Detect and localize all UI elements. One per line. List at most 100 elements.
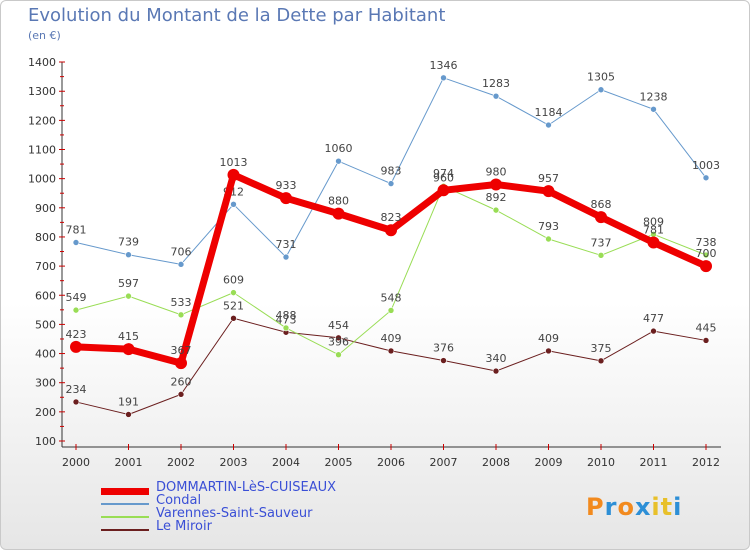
data-point: [230, 289, 237, 296]
data-point: [125, 292, 132, 300]
data-label: 892: [486, 191, 507, 204]
legend-item: Varennes-Saint-Sauveur: [101, 506, 401, 522]
data-label: 477: [643, 312, 664, 325]
data-label: 739: [118, 236, 139, 249]
data-label: 597: [118, 277, 139, 290]
data-label: 548: [381, 291, 402, 304]
logo-letter: t: [660, 493, 674, 521]
data-point: [282, 324, 290, 332]
data-label: 1346: [430, 59, 458, 72]
data-point: [177, 391, 185, 398]
data-point: [335, 157, 342, 165]
legend-item: DOMMARTIN-LèS-CUISEAUX: [101, 480, 401, 496]
data-point: [440, 74, 447, 82]
data-label: 1238: [640, 90, 668, 103]
legend-swatch: [101, 529, 149, 531]
data-label: 974: [433, 167, 454, 180]
legend-label: DOMMARTIN-LèS-CUISEAUX: [156, 480, 337, 495]
y-tick-label: 700: [35, 260, 56, 273]
data-label: 260: [171, 375, 192, 388]
data-point: [72, 239, 80, 246]
data-label: 1003: [692, 159, 720, 172]
data-label: 423: [66, 328, 87, 341]
y-tick-label: 100: [35, 435, 56, 448]
x-tick-label: 2004: [272, 456, 300, 469]
data-point: [72, 306, 80, 314]
x-tick-label: 2008: [482, 456, 510, 469]
data-point: [492, 92, 500, 100]
x-tick-label: 2003: [220, 456, 248, 469]
data-point: [122, 343, 135, 356]
data-label: 1060: [325, 142, 353, 155]
data-point: [702, 337, 710, 344]
data-point: [595, 211, 607, 224]
legend-swatch: [101, 516, 149, 518]
data-point: [597, 357, 605, 365]
data-label: 445: [696, 321, 717, 334]
data-point: [440, 357, 447, 364]
data-point: [230, 201, 237, 208]
data-point: [545, 235, 552, 243]
data-point: [230, 314, 237, 322]
data-point: [597, 252, 605, 259]
x-tick-label: 2010: [587, 456, 615, 469]
data-label: 376: [433, 342, 454, 355]
data-label: 533: [171, 296, 192, 309]
x-tick-label: 2001: [115, 456, 143, 469]
x-tick-label: 2009: [535, 456, 563, 469]
y-tick-label: 300: [35, 377, 56, 390]
logo-letter: o: [617, 493, 635, 521]
data-point: [335, 334, 342, 342]
data-point: [542, 185, 555, 198]
data-point: [545, 347, 552, 355]
x-tick-label: 2005: [325, 456, 353, 469]
data-label: 793: [538, 220, 559, 233]
data-point: [125, 251, 132, 259]
data-point: [702, 174, 710, 182]
data-label: 1283: [482, 77, 510, 90]
y-tick-label: 600: [35, 289, 56, 302]
data-label: 340: [486, 352, 507, 365]
data-point: [387, 307, 395, 314]
x-tick-label: 2000: [62, 456, 90, 469]
legend-item: Le Miroir: [101, 519, 401, 535]
legend-swatch: [101, 487, 149, 495]
legend-label: Varennes-Saint-Sauveur: [156, 506, 313, 521]
data-point: [335, 351, 342, 359]
logo-letter: x: [634, 493, 652, 521]
data-point: [387, 180, 395, 187]
data-label: 1184: [535, 106, 563, 119]
data-label: 454: [328, 319, 349, 332]
data-point: [490, 178, 502, 191]
data-point: [387, 347, 395, 355]
data-label: 521: [223, 299, 244, 312]
data-label: 609: [223, 274, 244, 287]
legend-item: Condal: [101, 493, 401, 509]
data-point: [492, 367, 500, 375]
data-point: [597, 86, 605, 94]
data-point: [175, 357, 187, 370]
data-label: 706: [171, 245, 192, 258]
y-tick-label: 800: [35, 231, 56, 244]
data-label: 933: [276, 179, 297, 192]
data-label: 375: [591, 342, 612, 355]
data-label: 488: [276, 309, 297, 322]
data-label: 809: [643, 215, 664, 228]
y-tick-label: 500: [35, 318, 56, 331]
logo-letter: i: [651, 493, 661, 521]
x-tick-label: 2006: [377, 456, 405, 469]
data-label: 880: [328, 195, 349, 208]
legend: DOMMARTIN-LèS-CUISEAUX Condal Varennes-Sai…: [101, 480, 401, 535]
y-tick-label: 1300: [28, 85, 56, 98]
y-tick-label: 1400: [28, 56, 56, 69]
data-point: [650, 105, 657, 113]
legend-label: Condal: [156, 493, 202, 508]
data-point: [177, 311, 185, 319]
data-label: 367: [171, 344, 192, 357]
data-point: [702, 251, 710, 259]
x-tick-label: 2007: [430, 456, 458, 469]
data-label: 960: [433, 171, 454, 184]
data-point: [125, 411, 132, 418]
data-label: 983: [381, 165, 402, 178]
